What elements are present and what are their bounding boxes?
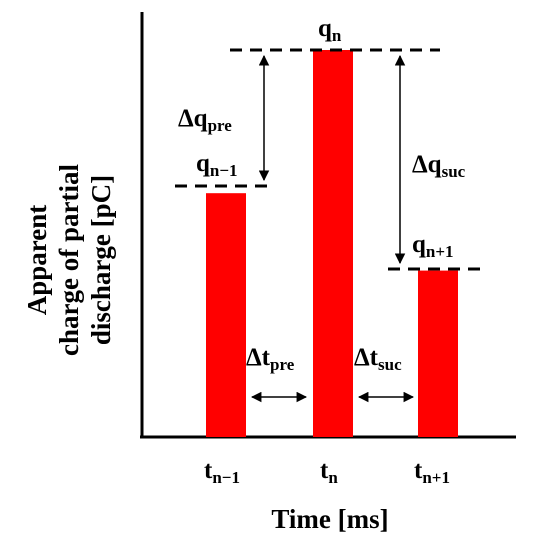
- annotation-dq-suc: Δqsuc: [412, 151, 466, 181]
- time-label-n: tn: [320, 457, 338, 487]
- bar-n-minus-1: [206, 193, 246, 437]
- time-label-n-minus-1: tn−1: [204, 457, 240, 487]
- y-axis-label-line-2: charge of partial: [54, 164, 84, 356]
- y-axis-label-line-3: discharge [pC]: [86, 175, 116, 345]
- charge-label-n-minus-1: qn−1: [196, 150, 238, 180]
- charge-label-n-plus-1: qn+1: [412, 231, 454, 261]
- x-axis-label: Time [ms]: [271, 504, 388, 534]
- annotation-dt-pre: Δtpre: [246, 344, 295, 374]
- bar-n-plus-1: [418, 270, 458, 437]
- annotation-dq-pre: Δqpre: [178, 105, 232, 135]
- time-label-n-plus-1: tn+1: [414, 457, 450, 487]
- y-axis-label-line-1: Apparent: [22, 205, 52, 316]
- bar-n: [313, 50, 353, 437]
- annotation-dt-suc: Δtsuc: [354, 344, 402, 374]
- charge-label-n: qn: [318, 15, 342, 45]
